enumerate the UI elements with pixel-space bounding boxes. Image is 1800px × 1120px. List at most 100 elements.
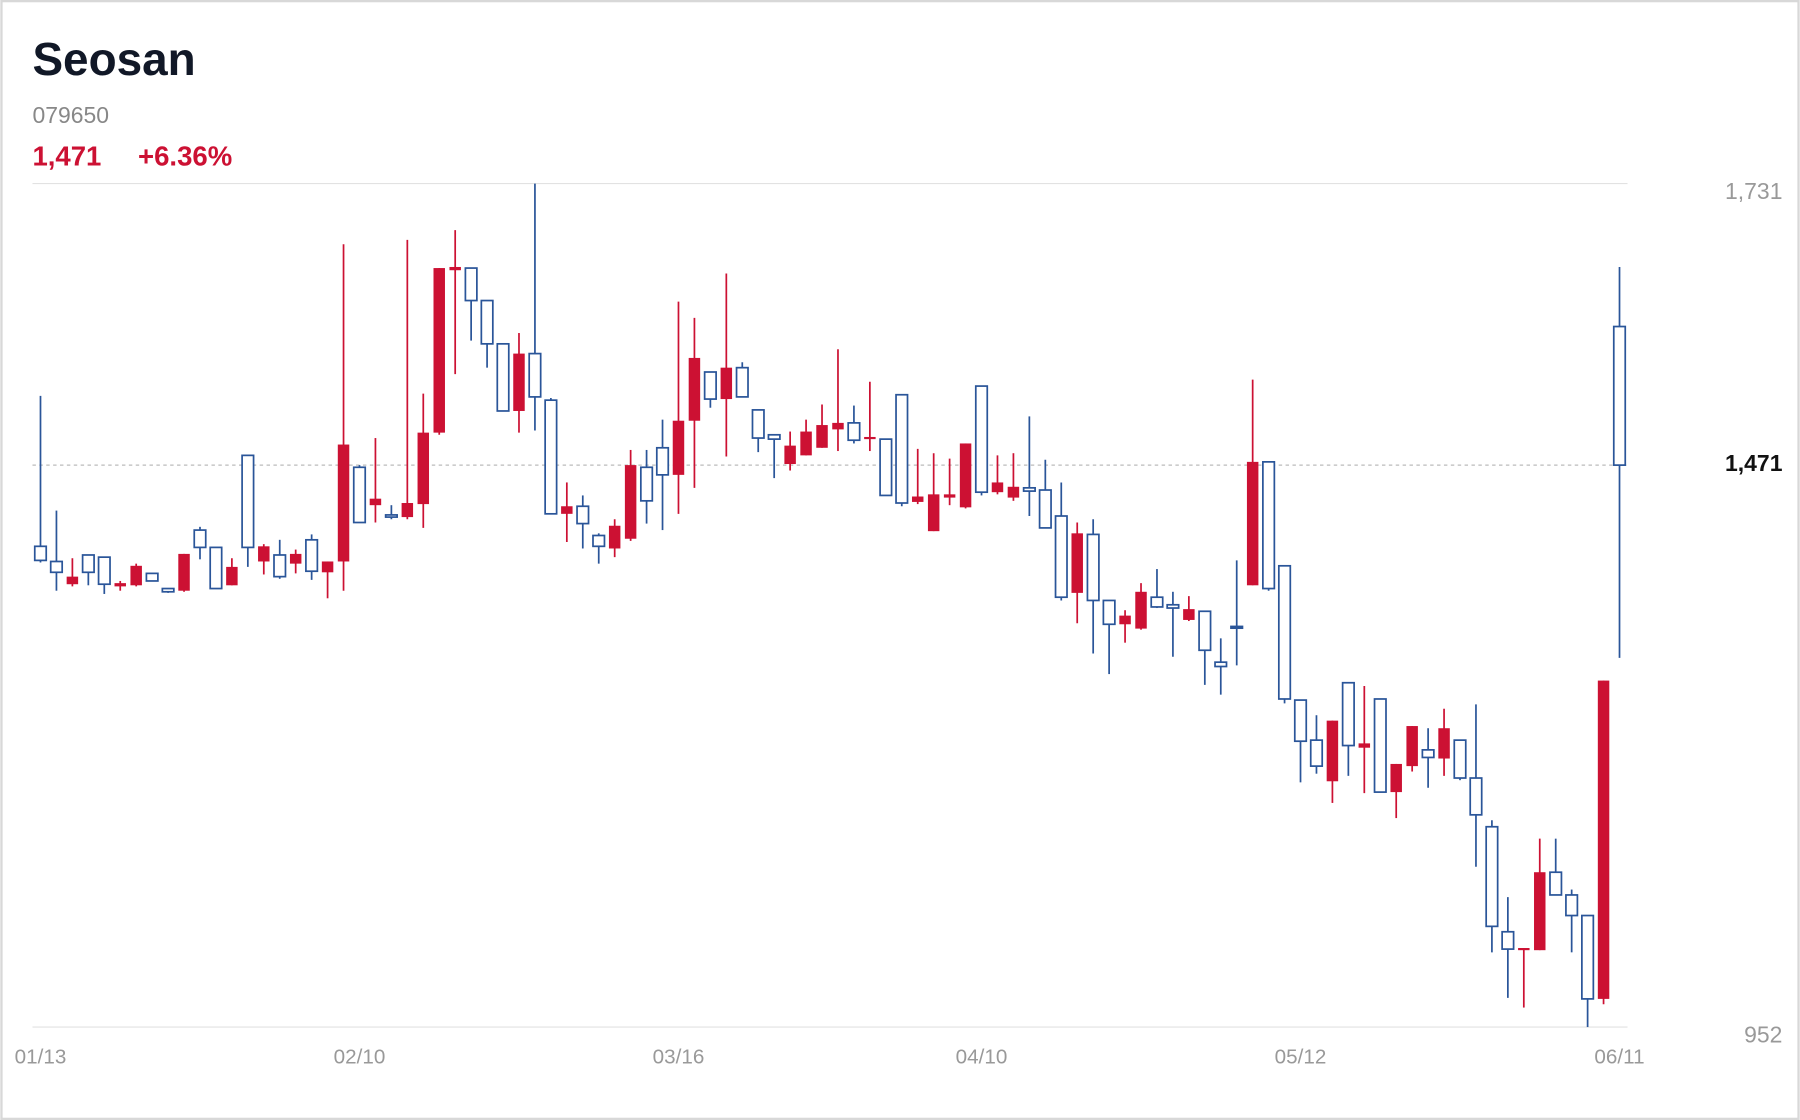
candle-body	[1565, 894, 1579, 917]
candle-body	[417, 432, 430, 505]
candle-body	[1086, 533, 1100, 602]
candle-body	[369, 498, 382, 506]
candle-body	[1166, 603, 1180, 609]
candle-body	[193, 529, 207, 549]
candle-body	[1485, 825, 1499, 928]
candle-body	[1054, 515, 1068, 599]
candle-body	[991, 482, 1004, 493]
candle-body	[1406, 726, 1418, 767]
candle-body	[1150, 596, 1164, 608]
candle-body	[226, 566, 238, 586]
candle-body	[178, 553, 190, 591]
candle-body	[927, 494, 940, 532]
candle-body	[161, 587, 175, 593]
candle-body	[337, 444, 350, 562]
candle-body	[672, 420, 685, 475]
candle-body	[513, 353, 525, 411]
candle-body	[1373, 698, 1387, 793]
candle-body	[289, 553, 302, 564]
candle-body	[1214, 661, 1228, 668]
candle-body	[1469, 777, 1483, 816]
candle-body	[1453, 739, 1467, 779]
candle-body	[1135, 591, 1147, 629]
candle-body	[449, 266, 461, 271]
candle-body	[209, 546, 223, 590]
candle-body	[767, 433, 781, 440]
candle-body	[800, 431, 812, 456]
candle-body	[1022, 486, 1036, 492]
ticker-code: 079650	[32, 102, 109, 128]
x-tick-label: 05/12	[1275, 1045, 1327, 1068]
candle-body	[895, 393, 909, 504]
candle-body	[624, 465, 637, 539]
candle-body	[592, 534, 606, 548]
candle-body	[1581, 914, 1595, 1000]
y-tick-label: 952	[1744, 1021, 1782, 1047]
candle-body	[114, 583, 126, 587]
candle-body	[1038, 489, 1052, 529]
candle-body	[305, 538, 319, 573]
candle-body	[1262, 461, 1276, 590]
change: +6.36%	[138, 141, 232, 172]
candle-body	[1358, 743, 1371, 748]
candle-body	[608, 525, 621, 549]
candle-body	[1421, 749, 1435, 759]
candle-body	[1341, 681, 1355, 747]
candle-body	[1246, 461, 1259, 586]
price: 1,471	[32, 141, 101, 172]
candle-body	[1501, 930, 1515, 950]
current-price-label: 1,471	[1725, 450, 1783, 476]
candle-body	[1007, 486, 1020, 498]
candle-body	[735, 366, 749, 398]
candle-body	[959, 443, 972, 508]
candle-body	[480, 299, 494, 345]
candle-body	[703, 371, 717, 400]
candle-body	[1549, 871, 1563, 896]
x-tick-label: 02/10	[334, 1045, 386, 1068]
candle-body	[576, 505, 590, 525]
candle-body	[639, 466, 654, 502]
x-tick-label: 04/10	[956, 1045, 1008, 1068]
title: Seosan	[32, 33, 195, 85]
candle-body	[145, 572, 159, 582]
x-tick-label: 06/11	[1594, 1045, 1644, 1068]
candle-body	[81, 554, 95, 574]
candle-body	[273, 554, 287, 578]
candle-body	[384, 514, 398, 518]
candle-body	[784, 445, 796, 465]
candle-body	[1518, 948, 1530, 951]
candle-body	[561, 506, 573, 514]
candle-body	[1293, 699, 1308, 743]
candle-body	[1198, 610, 1212, 652]
candle-body	[1534, 872, 1546, 951]
candle-body	[1612, 325, 1627, 466]
candle-body	[816, 425, 828, 448]
candle-body	[1309, 739, 1324, 767]
candle-body	[1438, 728, 1450, 759]
candle-body	[241, 454, 255, 549]
candle-body	[974, 385, 989, 494]
candle-body	[751, 409, 765, 439]
candle-body	[1390, 763, 1402, 793]
candle-body	[33, 545, 48, 562]
candle-body	[1230, 625, 1244, 630]
candle-body	[879, 438, 893, 497]
candle-body	[130, 565, 142, 586]
candle-body	[847, 422, 861, 442]
candle-body	[1183, 609, 1195, 620]
candle-body	[464, 267, 478, 302]
candle-body	[433, 268, 445, 433]
candle-body	[832, 422, 844, 430]
candle-body	[401, 503, 414, 518]
candle-body	[1597, 680, 1610, 999]
candle-body	[1102, 599, 1116, 626]
y-tick-label: 1,731	[1725, 178, 1782, 204]
candle-body	[1326, 720, 1339, 782]
candle-body	[688, 357, 701, 421]
x-tick-label: 03/16	[653, 1045, 705, 1068]
candle-body	[1277, 564, 1292, 700]
candle-body	[97, 556, 111, 586]
candle-body	[655, 446, 670, 476]
